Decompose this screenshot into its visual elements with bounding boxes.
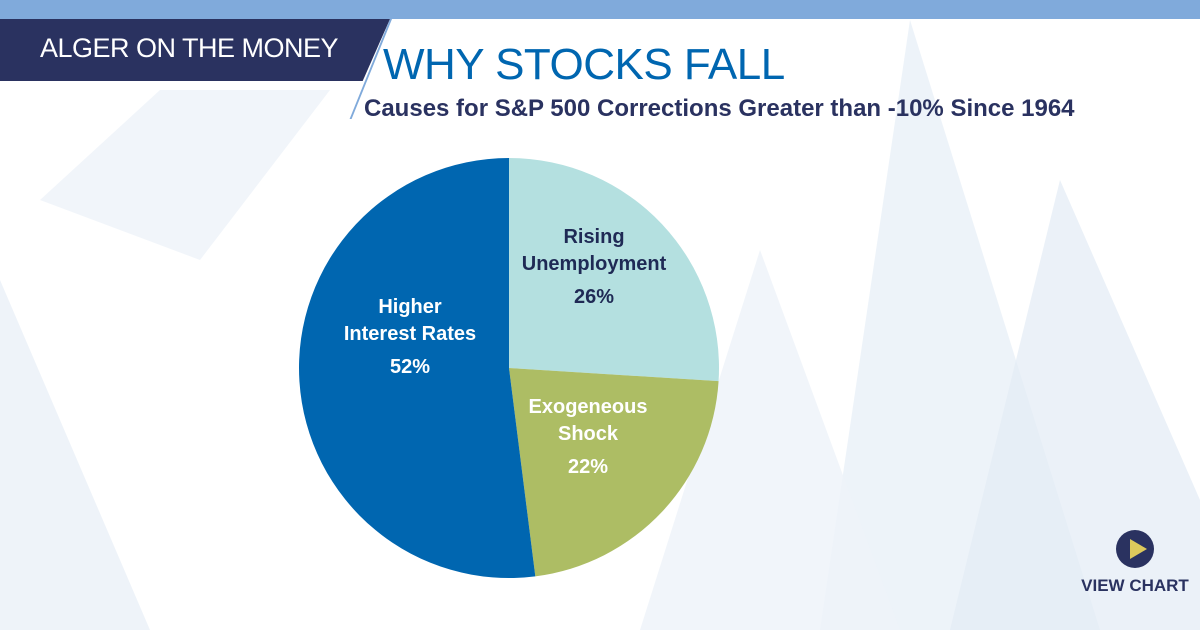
- slice-label: Exogeneous: [529, 396, 648, 418]
- view-chart-button[interactable]: VIEW CHART: [1070, 530, 1200, 596]
- slice-value-label: 26%: [574, 286, 614, 308]
- view-chart-label: VIEW CHART: [1081, 576, 1189, 595]
- slice-label: Shock: [558, 423, 619, 445]
- slice-value-label: 52%: [390, 356, 430, 378]
- top-bar: [0, 0, 1200, 19]
- slice-label: Interest Rates: [344, 323, 476, 345]
- page-title: WHY STOCKS FALL: [383, 40, 785, 89]
- slice-label: Unemployment: [522, 253, 667, 275]
- brand-banner: ALGER ON THE MONEY: [0, 19, 390, 81]
- pie-slice: [509, 158, 719, 382]
- slice-label: Higher: [378, 296, 442, 318]
- slice-value-label: 22%: [568, 456, 608, 478]
- pie-slice: [299, 158, 536, 578]
- play-icon: [1116, 530, 1154, 568]
- pie-slice: [509, 368, 719, 577]
- slice-label: Rising: [563, 226, 624, 248]
- brand-label: ALGER ON THE MONEY: [40, 33, 339, 63]
- chart-subtitle: Causes for S&P 500 Corrections Greater t…: [364, 95, 1075, 122]
